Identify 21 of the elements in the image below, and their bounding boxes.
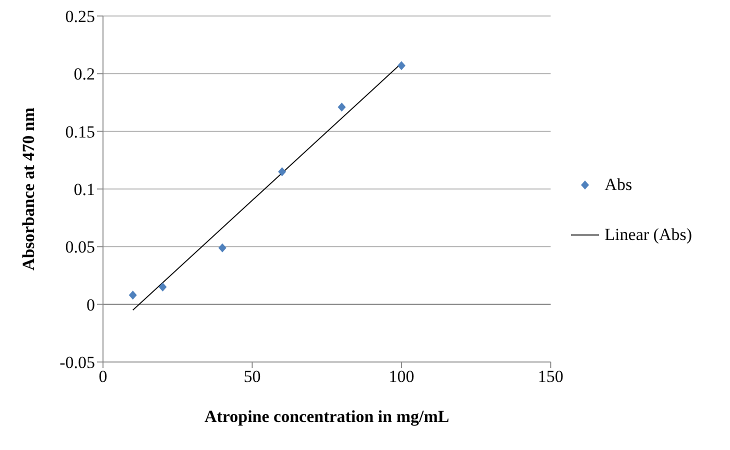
point	[278, 167, 286, 176]
y-tick-label: 0.15	[65, 122, 95, 142]
legend-label: Abs	[604, 175, 632, 195]
x-axis-title: Atropine concentration in mg/mL	[204, 407, 450, 426]
y-tick-label: 0.1	[74, 180, 95, 200]
y-axis-title: Absorbance at 470 nm	[19, 108, 38, 270]
y-tick-label: 0.25	[65, 7, 95, 26]
point	[158, 282, 167, 292]
y-tick-label: 0	[86, 295, 95, 314]
point	[218, 243, 226, 252]
y-tick-label: 0.05	[65, 238, 95, 257]
point	[338, 102, 346, 112]
x-tick-label: 150	[538, 367, 564, 386]
x-tick-label: 100	[388, 367, 414, 386]
y-tick-label: 0.2	[74, 64, 95, 84]
legend-label: Linear (Abs)	[604, 225, 692, 245]
y-tick-label: -0.05	[60, 353, 95, 372]
point	[128, 290, 137, 300]
x-tick-label: 0	[98, 367, 108, 386]
x-tick-label: 50	[244, 367, 261, 386]
point	[397, 61, 406, 70]
